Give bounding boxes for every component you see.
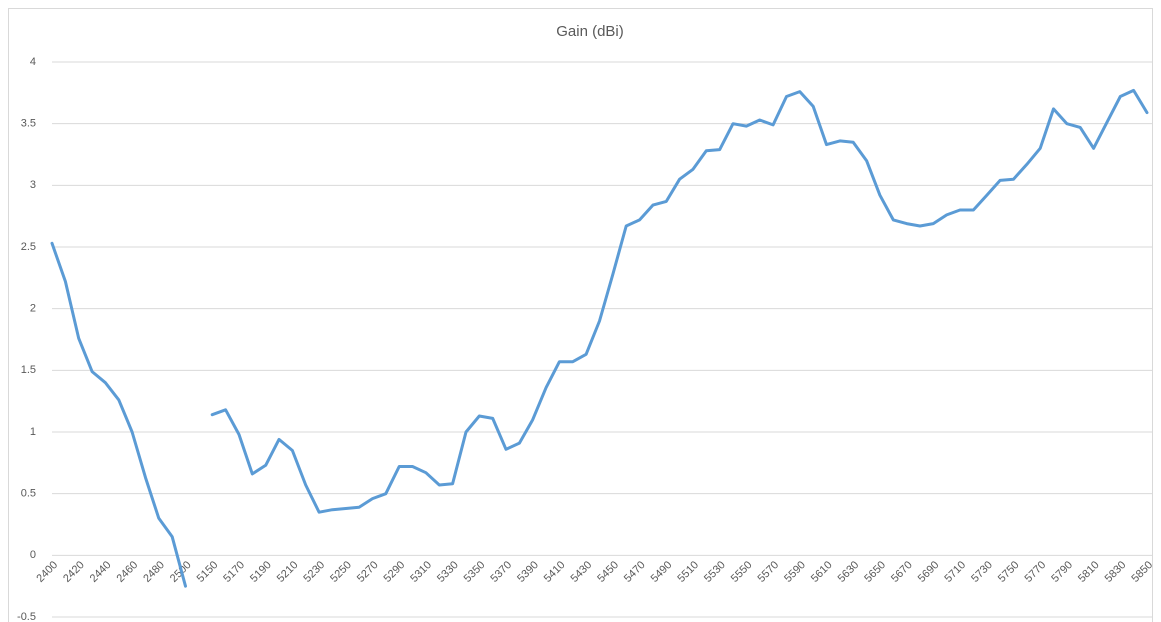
x-tick-label: 2400 xyxy=(34,559,60,585)
x-tick-label: 5570 xyxy=(755,559,781,585)
y-tick-label: 3 xyxy=(30,179,36,191)
x-tick-label: 5530 xyxy=(702,559,728,585)
y-tick-label: 0 xyxy=(30,549,36,561)
x-tick-label: 5210 xyxy=(275,559,301,585)
x-tick-label: 5250 xyxy=(328,559,354,585)
x-tick-label: 5850 xyxy=(1129,559,1155,585)
chart-title: Gain (dBi) xyxy=(556,23,624,40)
y-tick-label: -0.5 xyxy=(17,611,36,622)
chart-border xyxy=(8,8,1153,622)
y-tick-label: 4 xyxy=(30,56,36,68)
x-tick-label: 5430 xyxy=(569,559,595,585)
x-tick-label: 2420 xyxy=(61,559,87,585)
x-tick-label: 5490 xyxy=(649,559,675,585)
x-tick-label: 5770 xyxy=(1023,559,1049,585)
x-tick-label: 5590 xyxy=(782,559,808,585)
x-tick-label: 5410 xyxy=(542,559,568,585)
y-tick-label: 3.5 xyxy=(21,118,36,130)
x-tick-label: 5190 xyxy=(248,559,274,585)
x-tick-label: 5670 xyxy=(889,559,915,585)
x-tick-label: 2460 xyxy=(114,559,140,585)
x-tick-label: 5690 xyxy=(916,559,942,585)
x-tick-label: 5710 xyxy=(942,559,968,585)
x-tick-label: 5630 xyxy=(836,559,862,585)
x-tick-label: 5510 xyxy=(675,559,701,585)
y-tick-label: 1 xyxy=(30,426,36,438)
x-tick-label: 5230 xyxy=(301,559,327,585)
x-tick-label: 5750 xyxy=(996,559,1022,585)
x-tick-label: 5610 xyxy=(809,559,835,585)
x-tick-label: 5650 xyxy=(862,559,888,585)
x-tick-label: 5290 xyxy=(382,559,408,585)
x-tick-label: 5450 xyxy=(595,559,621,585)
x-tick-label: 5810 xyxy=(1076,559,1102,585)
y-tick-label: 0.5 xyxy=(21,488,36,500)
data-line xyxy=(50,88,1149,588)
x-tick-label: 2440 xyxy=(88,559,114,585)
x-tick-label: 5330 xyxy=(435,559,461,585)
x-tick-label: 5370 xyxy=(488,559,514,585)
x-tick-label: 5170 xyxy=(221,559,247,585)
x-tick-label: 5830 xyxy=(1103,559,1129,585)
x-tick-label: 5310 xyxy=(408,559,434,585)
x-tick-label: 5470 xyxy=(622,559,648,585)
x-tick-label: 5390 xyxy=(515,559,541,585)
x-tick-label: 5270 xyxy=(355,559,381,585)
x-tick-label: 2480 xyxy=(141,559,167,585)
x-tick-label: 5350 xyxy=(462,559,488,585)
x-tick-label: 5730 xyxy=(969,559,995,585)
x-tick-label: 5150 xyxy=(195,559,221,585)
x-tick-label: 5790 xyxy=(1049,559,1075,585)
y-tick-label: 1.5 xyxy=(21,364,36,376)
y-tick-label: 2.5 xyxy=(21,241,36,253)
y-tick-label: 2 xyxy=(30,303,36,315)
x-tick-label: 5550 xyxy=(729,559,755,585)
